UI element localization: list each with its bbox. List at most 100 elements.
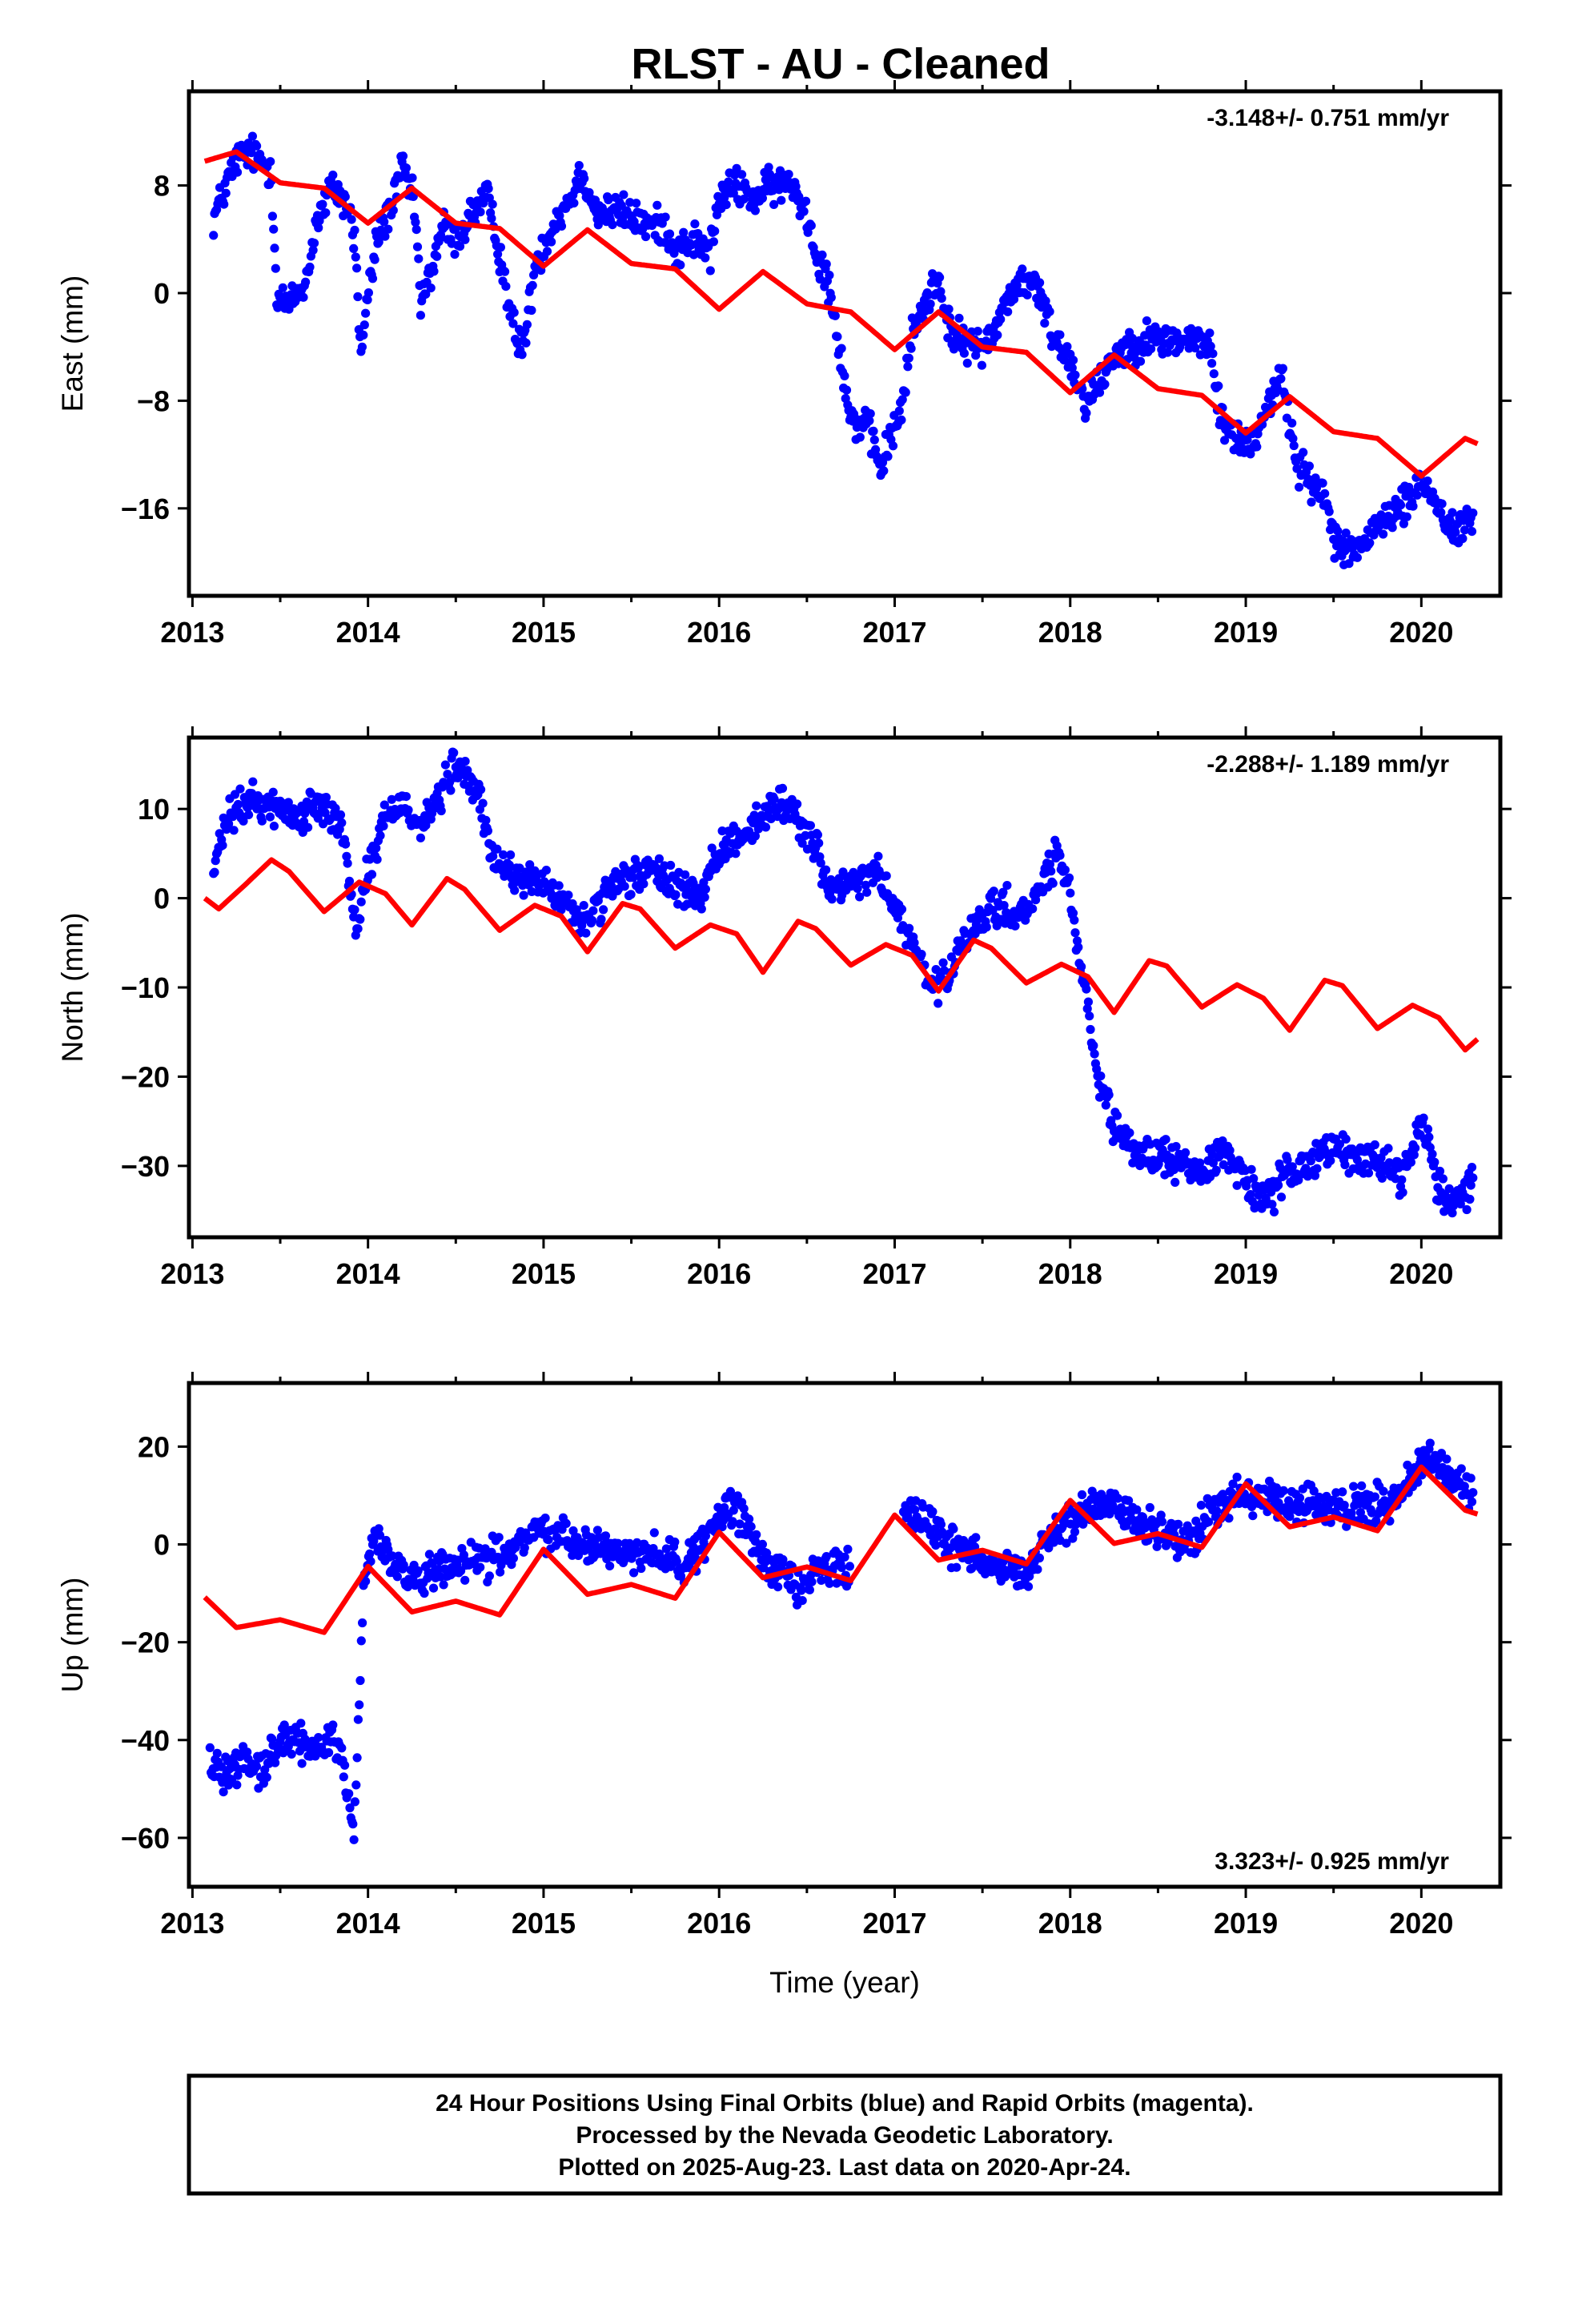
observation-point: [928, 1507, 938, 1517]
observation-point: [752, 1530, 761, 1539]
observation-point: [1074, 943, 1083, 952]
x-tick-label: 2015: [512, 616, 576, 649]
observation-point: [855, 892, 865, 902]
observation-point: [905, 923, 914, 933]
observation-point: [210, 867, 219, 877]
observation-point: [1447, 508, 1457, 517]
observation-point: [769, 199, 779, 209]
observation-point: [1276, 374, 1286, 384]
observation-point: [529, 270, 539, 279]
observation-point: [806, 221, 816, 231]
observation-point: [689, 879, 698, 888]
observation-point: [1456, 1464, 1466, 1474]
observation-point: [775, 166, 785, 175]
observation-point: [670, 1537, 680, 1547]
observation-point: [773, 1582, 783, 1592]
observation-point: [1379, 1486, 1388, 1496]
observation-point: [739, 1504, 749, 1514]
observation-point: [363, 295, 372, 304]
observation-point: [314, 1733, 323, 1743]
observation-point: [1070, 915, 1079, 925]
observation-point: [797, 838, 807, 848]
observation-point: [401, 792, 411, 802]
observation-point: [328, 171, 338, 180]
observation-point: [837, 344, 846, 353]
observation-point: [1132, 1505, 1142, 1514]
observation-point: [581, 928, 591, 938]
observation-point: [833, 332, 842, 341]
observation-point: [1448, 1201, 1458, 1211]
observation-point: [318, 199, 327, 209]
observation-point: [279, 1720, 289, 1730]
observation-point: [359, 320, 369, 330]
observation-point: [421, 821, 431, 830]
observation-point: [938, 958, 948, 967]
observation-point: [492, 844, 502, 854]
observation-point: [356, 897, 366, 907]
observation-point: [355, 915, 365, 924]
observation-point: [266, 157, 275, 167]
x-tick-label: 2014: [336, 1907, 400, 1940]
y-tick-label: −40: [121, 1724, 170, 1757]
observation-point: [501, 282, 511, 292]
observation-point: [1274, 1180, 1283, 1190]
observation-point: [271, 263, 280, 273]
observation-point: [1333, 526, 1343, 536]
observation-point: [1406, 1157, 1415, 1167]
observation-point: [205, 1743, 215, 1752]
observation-point: [267, 211, 277, 221]
observation-point: [1022, 290, 1032, 300]
observation-point: [1232, 1180, 1242, 1190]
observation-point: [340, 1760, 350, 1770]
observation-point: [894, 406, 904, 416]
observation-point: [1078, 1519, 1088, 1529]
observation-point: [359, 330, 368, 340]
observation-point: [248, 777, 258, 786]
observation-point: [404, 805, 413, 815]
observation-point: [303, 822, 313, 832]
observation-point: [1289, 440, 1299, 451]
observation-point: [1171, 1142, 1181, 1152]
observation-point: [840, 371, 849, 380]
x-tick-label: 2017: [862, 1257, 926, 1290]
y-tick-label: 8: [154, 170, 170, 203]
observation-point: [1090, 1049, 1099, 1059]
observation-point: [861, 880, 870, 890]
observation-point: [414, 254, 424, 263]
observation-point: [1146, 344, 1156, 354]
observation-point: [432, 251, 442, 261]
x-tick-label: 2020: [1389, 1257, 1453, 1290]
x-tick-label: 2020: [1389, 1907, 1453, 1940]
observation-point: [1248, 1511, 1258, 1521]
observation-point: [666, 860, 676, 870]
observation-point: [1003, 307, 1013, 316]
observation-point: [937, 294, 946, 304]
observation-point: [1113, 1494, 1122, 1503]
observation-point: [1243, 435, 1252, 444]
observation-point: [1142, 316, 1151, 326]
observation-point: [211, 856, 220, 866]
observation-point: [676, 260, 685, 270]
y-tick-label: 20: [138, 1430, 170, 1463]
observation-point: [1383, 1144, 1393, 1153]
observation-point: [309, 239, 319, 248]
observation-point: [926, 300, 935, 309]
east-panel: 2013 2014 2015 2016 2017 2018 2019 2020 −16 −8 0 8 E…: [56, 80, 1512, 649]
observation-point: [821, 865, 831, 875]
observation-point: [350, 225, 359, 235]
observation-point: [1055, 330, 1065, 340]
observation-point: [328, 1720, 338, 1730]
observation-point: [440, 760, 451, 770]
observation-point: [278, 283, 287, 292]
observation-point: [358, 1618, 367, 1628]
observation-point: [1225, 1145, 1235, 1156]
observation-point: [784, 170, 793, 179]
observation-point: [599, 905, 608, 915]
observation-point: [998, 887, 1008, 897]
observation-point: [398, 151, 408, 161]
observation-point: [229, 826, 239, 835]
observation-point: [1435, 1166, 1445, 1176]
observation-point: [353, 924, 363, 934]
observation-point: [1052, 841, 1062, 850]
